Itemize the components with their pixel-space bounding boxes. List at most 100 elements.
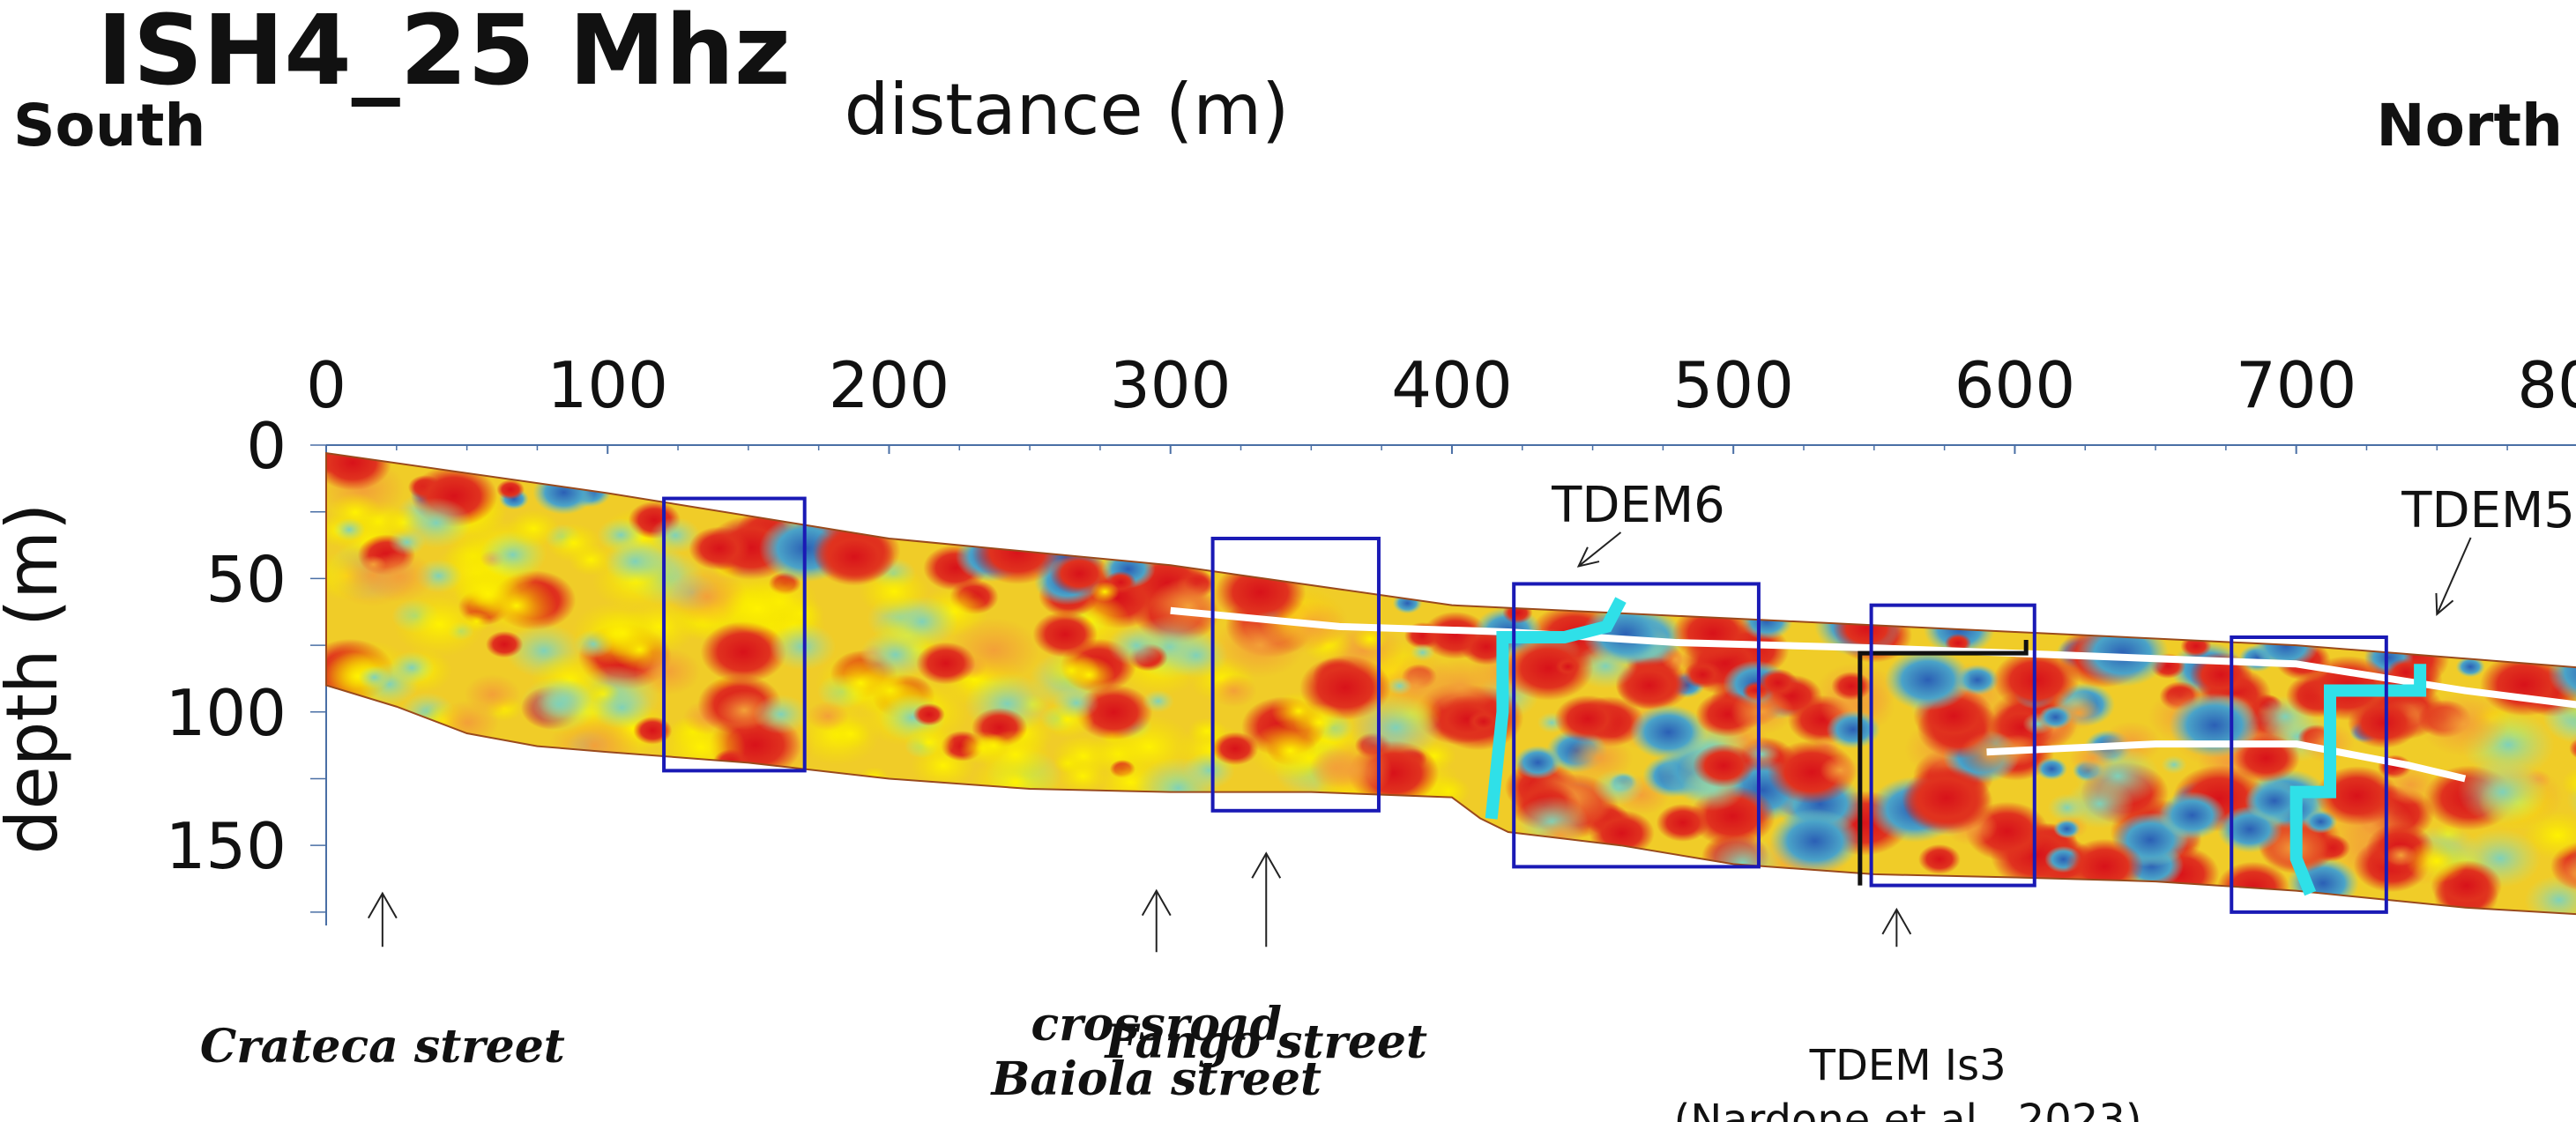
section-texture-blob [2315, 766, 2400, 826]
highlight-box [1869, 603, 2036, 888]
section-texture-blob [519, 676, 599, 732]
section-texture-blob [2161, 755, 2187, 775]
section-texture-blob [2038, 705, 2073, 730]
section-texture-blob [1062, 656, 1115, 694]
section-texture-blob [507, 509, 561, 547]
section-texture-blob [1629, 704, 1708, 760]
section-texture-blob [1731, 688, 1795, 735]
section-texture-blob [2385, 843, 2416, 866]
section-texture-blob [2065, 779, 2134, 828]
section-texture-blob [1387, 677, 1412, 695]
section-texture-blob [1769, 808, 1860, 873]
white-interface-line [1986, 740, 2467, 783]
section-texture-blob [2158, 791, 2226, 840]
highlight-box [662, 496, 807, 773]
radargram-section [326, 453, 2576, 918]
section-texture-blob [1693, 743, 1755, 788]
tdem-cyan-log [1485, 597, 1627, 820]
section-texture-blob [1703, 835, 1783, 892]
x-tick-label: 600 [1954, 348, 2075, 422]
section-texture-blob [2180, 635, 2212, 658]
section-texture-blob [1392, 592, 1423, 614]
section-texture-blob [2066, 838, 2144, 895]
marker-arrow-head [1251, 851, 1282, 879]
section-texture-blob [400, 497, 472, 548]
marker-label: TDEM Is3 [1809, 1041, 2006, 1090]
x-tick-label: 400 [1391, 348, 1512, 422]
section-texture-blob [912, 702, 945, 726]
section-texture-blob [2561, 767, 2576, 799]
section-texture-blob [2036, 757, 2068, 781]
section-texture-blob [1049, 552, 1110, 596]
section-texture-blob [1310, 740, 1393, 799]
x-tick-label: 0 [306, 348, 346, 422]
section-texture-blob [1090, 581, 1120, 603]
chart-title: ISH4_25 Mhz [97, 0, 791, 107]
x-axis-label: distance (m) [845, 69, 1290, 151]
y-tick-label: 50 [205, 542, 287, 616]
marker-label-secondary: (Nardone et al., 2023) [1674, 1096, 2142, 1122]
section-texture-blob [2169, 692, 2260, 758]
section-texture-blob [1142, 689, 1174, 713]
section-texture-blob [496, 479, 525, 500]
callout-label: TDEM6 [1551, 477, 1725, 534]
section-texture-blob [360, 555, 387, 574]
highlight-box [1210, 536, 1381, 813]
section-texture-blob [1592, 769, 1644, 806]
south-label: South [13, 92, 205, 160]
section-texture-blob [454, 570, 522, 618]
section-texture-blob [2455, 656, 2485, 678]
section-texture-blob [1917, 843, 1961, 874]
section-texture-blob [326, 453, 392, 491]
section-texture-blob [1135, 757, 1222, 820]
marker-label: crossroad [1031, 998, 1282, 1051]
section-texture-blob [1820, 755, 1861, 785]
section-texture-blob [333, 517, 366, 541]
section-texture-blob [1058, 758, 1108, 794]
tdem-is3-log [1858, 640, 2029, 886]
section-texture-blob [1292, 703, 1346, 741]
callout-arrow-shaft [1577, 531, 1622, 568]
marker-label: Fango street [1103, 1015, 1427, 1069]
section-texture-blob [689, 526, 750, 570]
marker-arrow-head [367, 891, 398, 919]
section-texture-blob [588, 608, 657, 658]
callout-arrow-head [1576, 546, 1600, 568]
section-texture-blob [358, 665, 391, 689]
section-texture-blob [904, 724, 955, 761]
section-texture-blob [1211, 732, 1259, 766]
section-texture-blob [546, 523, 601, 563]
section-texture-blob [1107, 624, 1166, 667]
section-texture-blob [604, 539, 666, 583]
section-texture-blob [1826, 710, 1880, 749]
y-axis-label: depth (m) [0, 503, 73, 855]
callout-arrow-head [2435, 592, 2454, 617]
section-outline [325, 451, 2576, 916]
x-tick-label: 800 [2517, 348, 2576, 422]
section-texture-blob [1032, 611, 1098, 658]
section-texture-blob [2552, 854, 2576, 894]
x-ticks: 0 100 200 300 400 500 600 700 800 [306, 348, 2576, 454]
x-tick-label: 100 [547, 348, 668, 422]
y-tick-label: 100 [166, 676, 287, 750]
section-texture-blob [1555, 658, 1581, 676]
x-tick-label: 200 [829, 348, 949, 422]
section-texture-blob [972, 519, 1063, 585]
section-texture-blob [532, 470, 595, 515]
y-tick-label: 150 [166, 809, 287, 883]
section-texture-blob [814, 527, 896, 586]
section-texture-blob [1187, 717, 1227, 746]
section-texture-blob [1901, 766, 1992, 830]
section-texture-blob [1554, 695, 1621, 743]
section-texture-blob [389, 651, 435, 685]
section-texture-blob [1210, 674, 1257, 708]
section-texture-blob [753, 694, 809, 734]
x-tick-label: 500 [1672, 348, 1793, 422]
x-tick-label: 300 [1110, 348, 1231, 422]
highlight-box [2230, 635, 2388, 914]
callout-arrow-shaft [2436, 537, 2472, 615]
marker-arrow-head [1881, 907, 1912, 935]
y-ticks: 0 50 100 150 [166, 409, 326, 913]
y-tick-label: 0 [246, 409, 287, 483]
